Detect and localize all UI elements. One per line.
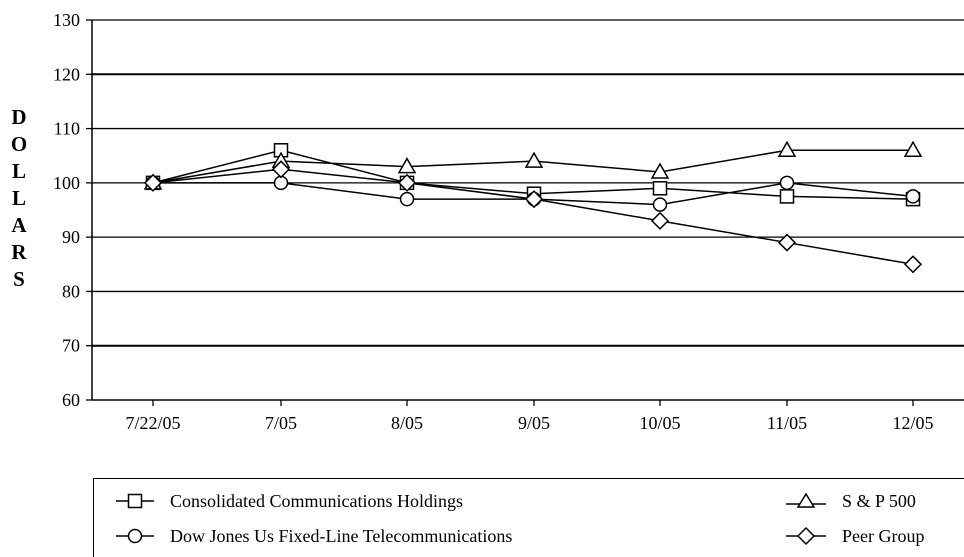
x-tick-label: 8/05 <box>391 413 423 433</box>
y-tick-label: 80 <box>62 281 80 301</box>
diamond-point <box>271 160 291 179</box>
circle-point <box>905 189 921 204</box>
y-axis-label-letter: A <box>11 213 27 237</box>
x-tick-label: 7/22/05 <box>125 413 180 433</box>
y-axis-label-letter: R <box>11 240 27 264</box>
x-tick-label: 12/05 <box>892 413 933 433</box>
circle-point <box>779 175 795 191</box>
y-axis-label-letter: D <box>11 105 27 129</box>
legend-item-peer-group: Peer Group <box>786 524 924 548</box>
diamond-point <box>397 173 417 192</box>
legend-item-sp500: S & P 500 <box>786 489 916 513</box>
y-axis-label-letter: O <box>10 132 28 156</box>
diamond-marker-icon <box>786 526 826 546</box>
legend-label: Peer Group <box>842 525 925 546</box>
legend-label: Consolidated Communications Holdings <box>170 490 463 511</box>
triangle-point <box>903 140 923 158</box>
legend-item-dow-jones: Dow Jones Us Fixed-Line Telecommunicatio… <box>116 524 512 548</box>
square-point <box>779 189 795 204</box>
triangle-marker-icon <box>786 492 826 508</box>
x-tick-label: 7/05 <box>265 413 297 433</box>
diamond-point <box>903 255 923 274</box>
diamond-point <box>650 211 670 230</box>
diamond-point <box>524 190 544 209</box>
diamond-point <box>143 173 163 192</box>
x-tick-label: 10/05 <box>639 413 680 433</box>
y-tick-label: 90 <box>62 227 80 247</box>
y-tick-label: 130 <box>53 10 80 30</box>
y-tick-label: 100 <box>53 173 80 193</box>
circle-marker-icon <box>116 528 154 544</box>
y-axis-label-letter: L <box>11 186 26 210</box>
legend-label: Dow Jones Us Fixed-Line Telecommunicatio… <box>170 525 513 546</box>
circle-point <box>652 197 668 212</box>
y-tick-label: 110 <box>54 119 80 139</box>
square-point <box>652 181 668 196</box>
triangle-point <box>650 162 670 179</box>
y-axis-label-letter: L <box>11 159 26 183</box>
y-axis-label-letter: S <box>13 267 25 291</box>
x-tick-label: 9/05 <box>518 413 550 433</box>
legend: Consolidated Communications Holdings Dow… <box>93 478 964 557</box>
diamond-point <box>777 233 797 252</box>
square-marker-icon <box>116 493 154 509</box>
triangle-point <box>777 140 797 158</box>
y-tick-label: 120 <box>53 64 80 84</box>
legend-label: S & P 500 <box>842 490 916 511</box>
x-tick-label: 11/05 <box>767 413 807 433</box>
legend-item-consolidated: Consolidated Communications Holdings <box>116 489 463 513</box>
triangle-point <box>397 157 417 174</box>
y-tick-label: 70 <box>62 336 80 356</box>
circle-point <box>399 191 415 207</box>
triangle-point <box>524 151 544 168</box>
y-tick-label: 60 <box>62 390 80 410</box>
